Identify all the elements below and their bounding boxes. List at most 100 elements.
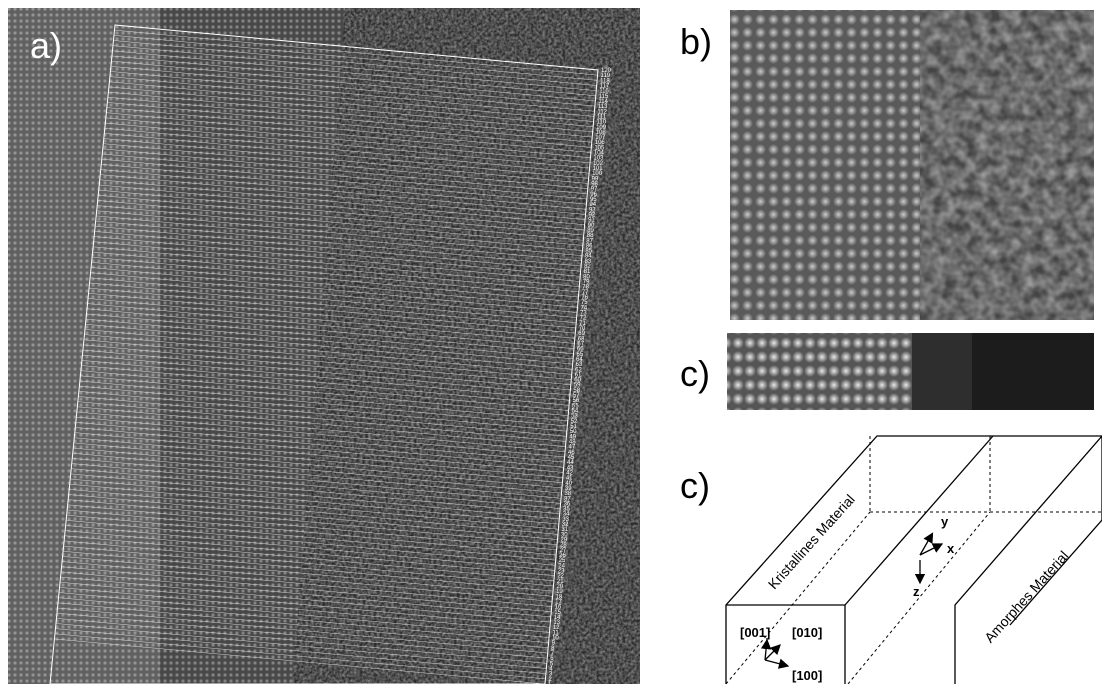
line-label: 67 (577, 341, 584, 347)
line-label: 114 (598, 99, 608, 105)
line-label: 118 (600, 78, 610, 84)
line-label: 52 (571, 419, 578, 425)
line-label: 89 (587, 228, 594, 234)
line-label: 68 (578, 336, 585, 342)
line-label: 29 (560, 538, 567, 544)
line-label: 110 (597, 120, 607, 126)
block-diagram (726, 436, 1102, 684)
line-label: 17 (555, 599, 562, 605)
line-label: 88 (587, 233, 594, 239)
line-label: 14 (554, 615, 561, 621)
line-label: 112 (597, 109, 607, 115)
line-label: 45 (568, 455, 575, 461)
line-label: 27 (560, 548, 567, 554)
direction-label: [010] (792, 625, 822, 640)
line-label: 28 (560, 543, 567, 549)
line-label: 94 (589, 202, 596, 208)
line-label: 19 (556, 589, 563, 595)
line-label: 18 (556, 594, 563, 600)
line-label: 100 (592, 171, 603, 177)
line-label: 23 (558, 568, 565, 574)
line-label: 30 (561, 532, 568, 538)
line-label: 87 (586, 238, 593, 244)
line-label: 102 (593, 161, 604, 167)
line-label: 13 (553, 620, 560, 626)
axis-label: z (913, 584, 920, 599)
line-label: 22 (557, 574, 564, 580)
lattice (727, 333, 912, 410)
line-label: 57 (573, 393, 580, 399)
panel-label: c) (680, 465, 710, 506)
line-label: 79 (583, 280, 590, 286)
line-label: 101 (593, 166, 604, 172)
line-label: 42 (566, 470, 573, 476)
line-label: 120 (601, 68, 612, 74)
line-label: 91 (588, 218, 595, 224)
line-label: 76 (581, 295, 588, 301)
line-label: 41 (566, 476, 573, 482)
line-label: 71 (579, 321, 586, 327)
line-label: 115 (599, 94, 609, 100)
line-label: 34 (563, 512, 570, 518)
panel-label: a) (30, 25, 62, 66)
line-label: 16 (555, 605, 562, 611)
line-label: 113 (598, 104, 608, 110)
line-label: 63 (576, 362, 583, 368)
line-label: 64 (576, 357, 583, 363)
line-label: 83 (585, 259, 592, 265)
line-label: 98 (591, 182, 598, 188)
line-label: 116 (599, 89, 609, 95)
line-label: 109 (596, 125, 607, 131)
line-label: 74 (581, 305, 588, 311)
line-label: 15 (554, 610, 561, 616)
lattice (730, 10, 920, 320)
line-label: 44 (567, 460, 574, 466)
line-label: 26 (559, 553, 566, 559)
line-label: 20 (556, 584, 563, 590)
line-label: 38 (564, 491, 571, 497)
line-label: 48 (569, 439, 576, 445)
line-label: 56 (572, 398, 579, 404)
line-label: 97 (591, 187, 598, 193)
line-label: 25 (559, 558, 566, 564)
line-label: 35 (563, 507, 570, 513)
line-label: 82 (584, 264, 591, 270)
line-label: 31 (561, 527, 568, 533)
line-label: 86 (586, 243, 593, 249)
axis-label: y (941, 514, 949, 529)
line-label: 72 (580, 316, 587, 322)
line-label: 24 (558, 563, 565, 569)
line-label: 104 (594, 151, 605, 157)
line-label: 106 (595, 140, 606, 146)
line-label: 93 (589, 207, 596, 213)
line-label: 43 (567, 465, 574, 471)
line-label: 111 (597, 114, 607, 120)
line-label: 58 (573, 388, 580, 394)
line-label: 73 (580, 311, 587, 317)
line-label: 103 (593, 156, 604, 162)
line-label: 81 (584, 269, 591, 275)
line-label: 36 (564, 501, 571, 507)
line-label: 119 (601, 73, 611, 79)
panel-label: b) (680, 21, 712, 62)
line-label: 85 (585, 249, 592, 255)
line-label: 59 (574, 383, 581, 389)
line-label: 77 (582, 290, 589, 296)
direction-label: [001] (740, 625, 770, 640)
line-label: 60 (574, 378, 581, 384)
line-label: 11 (552, 630, 559, 636)
line-label: 96 (590, 192, 597, 198)
line-label: 66 (577, 347, 584, 353)
line-label: 54 (572, 409, 579, 415)
line-label: 78 (582, 285, 589, 291)
interface (912, 333, 972, 410)
panel-label: c) (680, 353, 710, 394)
line-label: 84 (585, 254, 592, 260)
line-label: 55 (572, 403, 579, 409)
figure: 1234567891011121314151617181920212223242… (0, 0, 1102, 684)
line-label: 61 (575, 372, 582, 378)
line-label: 47 (568, 445, 575, 451)
line-label: 46 (568, 450, 575, 456)
line-label: 12 (553, 625, 560, 631)
material-label: Kristallines Material (765, 491, 858, 592)
